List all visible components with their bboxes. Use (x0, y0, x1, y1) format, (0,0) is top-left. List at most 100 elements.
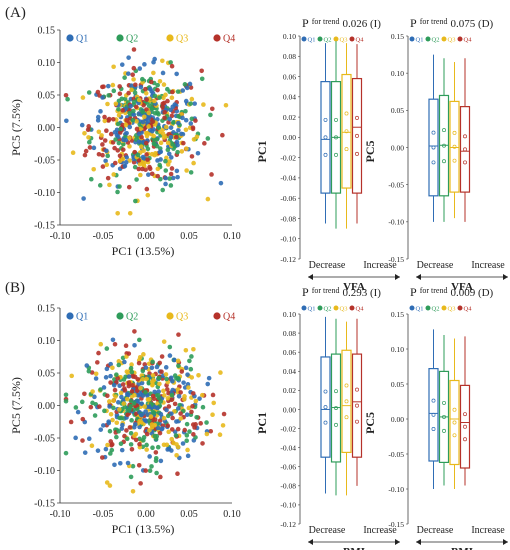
scatter-point-q4 (108, 380, 113, 385)
scatter-point-q2 (63, 392, 69, 398)
scatter-point-q3 (69, 373, 74, 379)
scatter-point-q4 (100, 142, 105, 147)
scatter-point-q3 (152, 98, 157, 104)
y-tick-label: 0.06 (283, 72, 296, 81)
legend-marker-q3 (441, 36, 447, 42)
scatter-point-q1 (64, 118, 69, 124)
legend-label-q2: Q2 (432, 306, 440, 313)
box-point-q2 (442, 400, 446, 405)
legend-marker-q1 (301, 36, 307, 42)
scatter-point-q4 (221, 411, 227, 417)
scatter-point-q3 (185, 447, 190, 453)
scatter-point-q4 (144, 107, 149, 112)
arrow-right-icon (395, 274, 400, 280)
scatter-point-q1 (119, 62, 125, 67)
scatter-point-q3 (169, 95, 175, 101)
scatter-point-q1 (174, 419, 179, 424)
scatter-point-q1 (108, 373, 113, 379)
scatter-point-q1 (143, 365, 149, 370)
scatter-point-q1 (137, 424, 142, 430)
arrow-right-icon (503, 274, 508, 280)
scatter-point-q3 (80, 95, 86, 100)
scatter-point-q4 (129, 389, 135, 394)
x-tick-label: 0.00 (137, 231, 155, 242)
scatter-point-q3 (143, 90, 149, 96)
scatter-point-q4 (95, 89, 101, 95)
scatter-point-q3 (179, 149, 185, 154)
scatter-point-q3 (196, 373, 201, 378)
scatter-point-q1 (167, 116, 173, 122)
legend-label-q3: Q3 (448, 37, 456, 44)
scatter-point-q1 (187, 81, 193, 87)
scatter-point-q1 (168, 107, 173, 113)
y-axis-title: PC5 (363, 412, 377, 434)
scatter-point-q1 (101, 385, 107, 390)
scatter-point-q3 (163, 372, 169, 377)
scatter-point-q1 (183, 117, 189, 123)
scatter-point-q2 (92, 413, 98, 418)
scatter-point-q4 (164, 387, 170, 392)
scatter-point-q2 (151, 137, 157, 142)
y-tick-label: -0.15 (388, 255, 404, 264)
scatter-point-q4 (133, 104, 139, 110)
scatter-point-q3 (114, 420, 120, 426)
box-point-q4 (463, 437, 467, 442)
scatter-point-q2 (130, 463, 136, 469)
y-tick-label: 0.10 (391, 69, 404, 78)
scatter-point-q3 (141, 162, 147, 167)
scatter-point-q2 (113, 137, 118, 142)
scatter-point-q2 (133, 198, 138, 204)
arrow-left-icon (308, 274, 313, 280)
scatter-point-q3 (211, 400, 217, 406)
scatter-point-q4 (189, 154, 195, 159)
x-axis-title: PC1 (13.5%) (112, 244, 175, 258)
scatter-point-q1 (172, 357, 177, 363)
scatter-point-q4 (130, 382, 135, 388)
scatter-point-q3 (89, 443, 95, 448)
box-point-q1 (431, 145, 436, 150)
scatter-point-q4 (179, 369, 185, 374)
scatter-point-q1 (183, 98, 189, 104)
box-q1 (320, 81, 331, 194)
legend-label-q2: Q2 (432, 37, 440, 44)
scatter-point-q2 (116, 140, 122, 146)
scatter-point-q3 (107, 483, 113, 488)
legend-marker-q4 (457, 305, 463, 311)
box-point-q1 (323, 152, 328, 157)
scatter-point-q2 (184, 438, 190, 443)
scatter-point-q4 (102, 138, 108, 143)
scatter-point-q1 (122, 163, 128, 169)
scatter-point-q3 (127, 135, 132, 141)
scatter-point-q2 (150, 359, 155, 365)
scatter-point-q1 (122, 359, 127, 365)
scatter-point-q1 (123, 160, 129, 165)
scatter-point-q2 (183, 108, 188, 114)
scatter-point-q3 (161, 393, 167, 398)
scatter-point-q1 (158, 411, 164, 417)
scatter-point-q4 (100, 84, 105, 90)
legend-marker-q3 (166, 312, 174, 320)
x-axis-title: PC1 (13.5%) (112, 522, 175, 536)
scatter-point-q4 (106, 116, 112, 122)
scatter-point-q3 (141, 352, 146, 357)
scatter-point-q3 (183, 347, 189, 353)
scatter-point-q2 (130, 117, 136, 123)
scatter-point-q2 (131, 400, 137, 406)
scatter-point-q2 (146, 103, 152, 109)
scatter-point-q2 (176, 113, 181, 119)
scatter-point-q1 (101, 423, 106, 428)
scatter-point-q2 (117, 184, 122, 189)
y-tick-label: 0.08 (283, 52, 296, 61)
scatter-point-q2 (199, 76, 205, 82)
legend-marker-q1 (409, 305, 415, 311)
group-label-decrease: Decrease (309, 260, 346, 271)
scatter-point-q3 (160, 58, 165, 64)
scatter-point-q2 (175, 149, 180, 155)
scatter-point-q1 (123, 137, 129, 143)
box-point-q1 (323, 117, 328, 122)
y-tick-label: 0.05 (38, 91, 56, 102)
scatter-point-q1 (136, 139, 142, 144)
p-trend-value: 0.075 (D) (450, 18, 493, 30)
legend-marker-q1 (409, 36, 415, 42)
scatter-point-q1 (110, 337, 116, 343)
